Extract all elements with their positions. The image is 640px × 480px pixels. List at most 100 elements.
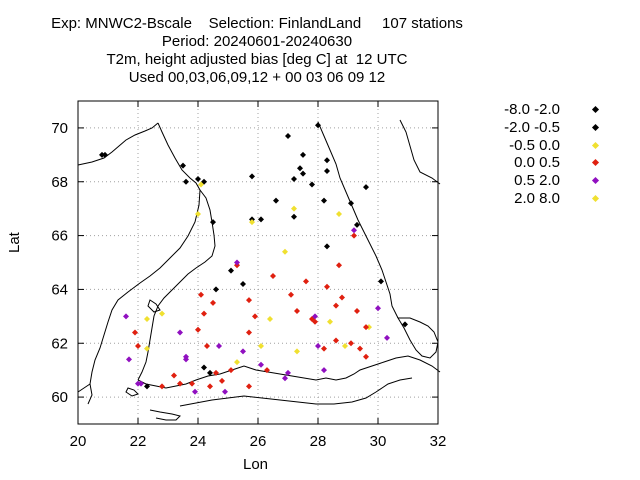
station-point xyxy=(123,313,129,320)
station-point xyxy=(210,299,216,306)
station-point xyxy=(357,345,363,352)
station-point xyxy=(300,151,306,158)
title-line-2: Period: 20240601-20240630 xyxy=(161,33,353,50)
legend-item: 2.0 8.0 xyxy=(470,190,640,208)
station-point xyxy=(378,278,384,285)
station-point xyxy=(270,272,276,279)
station-point xyxy=(258,216,264,223)
station-point xyxy=(144,383,150,390)
station-point xyxy=(315,122,321,129)
legend-item: -2.0 -0.5 xyxy=(470,119,640,137)
station-point xyxy=(285,369,291,376)
station-point xyxy=(135,342,141,349)
title-line-1: Exp: MNWC2-Bscale Selection: FinlandLand… xyxy=(51,15,463,32)
station-point xyxy=(159,310,165,317)
station-point xyxy=(309,181,315,188)
station-point xyxy=(252,313,258,320)
station-point xyxy=(282,375,288,382)
station-point xyxy=(291,205,297,212)
x-tick-label: 24 xyxy=(190,433,207,450)
station-point xyxy=(213,369,219,376)
station-point xyxy=(234,359,240,366)
station-point xyxy=(192,388,198,395)
station-point xyxy=(195,326,201,333)
data-points xyxy=(99,122,408,395)
station-point xyxy=(240,348,246,355)
y-tick-label: 62 xyxy=(51,335,68,352)
station-point xyxy=(213,286,219,293)
station-point xyxy=(297,165,303,172)
legend-marker xyxy=(591,159,600,167)
x-tick-label: 32 xyxy=(430,433,447,450)
station-point xyxy=(321,345,327,352)
station-point xyxy=(303,278,309,285)
legend-label: 2.0 8.0 xyxy=(514,189,560,207)
station-point xyxy=(228,367,234,374)
legend-label: -8.0 -2.0 xyxy=(504,101,560,118)
station-point xyxy=(351,227,357,234)
legend-label: 0.5 2.0 xyxy=(514,172,560,190)
station-point xyxy=(249,219,255,226)
station-point xyxy=(258,342,264,349)
y-tick-label: 68 xyxy=(51,174,68,191)
station-point xyxy=(291,213,297,220)
station-point xyxy=(363,324,369,331)
station-point xyxy=(234,259,240,266)
station-point xyxy=(339,294,345,301)
station-point xyxy=(285,132,291,139)
legend-item: 0.0 0.5 xyxy=(470,154,640,172)
station-point xyxy=(294,348,300,355)
legend-marker xyxy=(591,194,600,203)
station-point xyxy=(324,243,330,250)
station-point xyxy=(204,342,210,349)
station-point xyxy=(246,383,252,390)
station-point xyxy=(144,316,150,323)
station-point xyxy=(384,334,390,341)
station-point xyxy=(198,291,204,298)
x-tick-label: 22 xyxy=(130,433,147,450)
legend-marker xyxy=(591,105,600,114)
station-point xyxy=(207,369,213,376)
station-point xyxy=(180,162,186,169)
axes: 20 22 24 26 28 30 32 60 62 64 66 68 70 xyxy=(51,100,447,450)
x-tick-label: 28 xyxy=(310,433,327,450)
station-point xyxy=(315,342,321,349)
legend-item: 0.5 2.0 xyxy=(470,172,640,190)
station-point xyxy=(171,372,177,379)
station-point xyxy=(216,342,222,349)
station-point xyxy=(198,181,204,188)
station-point xyxy=(228,267,234,274)
x-tick-label: 20 xyxy=(70,433,87,450)
station-point xyxy=(348,340,354,347)
station-point xyxy=(177,329,183,336)
legend-label: -0.5 0.0 xyxy=(509,136,560,154)
station-point xyxy=(207,383,213,390)
station-point xyxy=(267,316,273,323)
station-point xyxy=(246,297,252,304)
x-axis-label: Lon xyxy=(243,456,269,473)
plot-frame xyxy=(77,100,439,425)
station-point xyxy=(264,367,270,374)
station-point xyxy=(324,157,330,164)
y-axis-label: Lat xyxy=(6,232,23,253)
station-point xyxy=(375,305,381,312)
station-point xyxy=(363,184,369,191)
y-tick-label: 64 xyxy=(51,281,68,298)
y-tick-label: 70 xyxy=(51,120,68,137)
station-point xyxy=(333,302,339,309)
station-point xyxy=(291,176,297,183)
legend-marker xyxy=(591,177,600,185)
station-point xyxy=(294,307,300,314)
station-point xyxy=(336,211,342,218)
station-point xyxy=(189,380,195,387)
coastline-map xyxy=(77,119,441,421)
x-tick-label: 30 xyxy=(370,433,387,450)
station-point xyxy=(183,353,189,360)
station-point xyxy=(321,367,327,374)
station-point xyxy=(240,281,246,288)
station-point xyxy=(126,356,132,363)
station-point xyxy=(402,321,408,328)
station-point xyxy=(201,364,207,371)
legend-label: -2.0 -0.5 xyxy=(504,118,560,136)
station-point xyxy=(354,307,360,314)
